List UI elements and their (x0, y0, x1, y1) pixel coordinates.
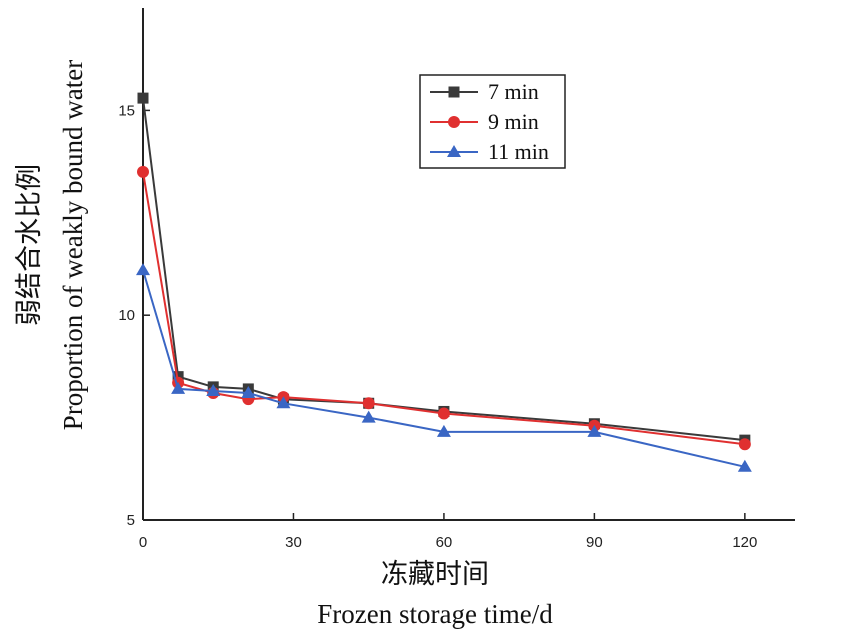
data-point (136, 263, 150, 276)
x-axis-title-cn: 冻藏时间 (381, 559, 489, 590)
data-point (362, 397, 375, 410)
legend-label: 9 min (488, 109, 539, 134)
series-line (142, 269, 746, 468)
data-point (361, 410, 376, 423)
x-tick-label: 30 (285, 534, 302, 551)
series-line (142, 171, 745, 446)
y-ticks: 5 10 15 (118, 102, 150, 529)
legend-marker (447, 145, 461, 157)
series-circle (137, 165, 751, 451)
series-layer (136, 92, 752, 472)
y-tick-label: 5 (127, 512, 135, 529)
x-tick-label: 90 (586, 534, 603, 551)
data-point (737, 459, 752, 472)
data-point (241, 386, 256, 399)
data-point (437, 407, 450, 420)
data-point (137, 165, 149, 178)
x-tick-label: 0 (139, 534, 147, 551)
x-tick-label: 60 (436, 534, 453, 551)
legend-label: 11 min (488, 139, 549, 164)
series-triangle (136, 263, 752, 472)
y-axis-title-en: Proportion of weakly bound water (58, 60, 88, 430)
legend: 7 min 9 min 11 min (419, 74, 566, 169)
x-axis-title-en: Frozen storage time/d (317, 599, 553, 629)
legend-marker (448, 116, 460, 128)
x-ticks: 0 30 60 90 120 (139, 513, 757, 551)
y-axis-title-cn: 弱结合水比例 (14, 164, 45, 326)
y-tick-label: 10 (118, 307, 135, 324)
data-point (276, 396, 291, 409)
x-tick-label: 120 (732, 534, 757, 551)
data-point (137, 92, 149, 104)
data-point (587, 424, 602, 437)
data-point (171, 381, 186, 394)
data-point (206, 383, 221, 396)
data-point (436, 424, 451, 437)
data-point (172, 371, 184, 383)
y-tick-label: 15 (118, 102, 135, 119)
legend-label: 7 min (488, 79, 539, 104)
data-point (738, 438, 751, 451)
legend-marker (448, 86, 460, 98)
